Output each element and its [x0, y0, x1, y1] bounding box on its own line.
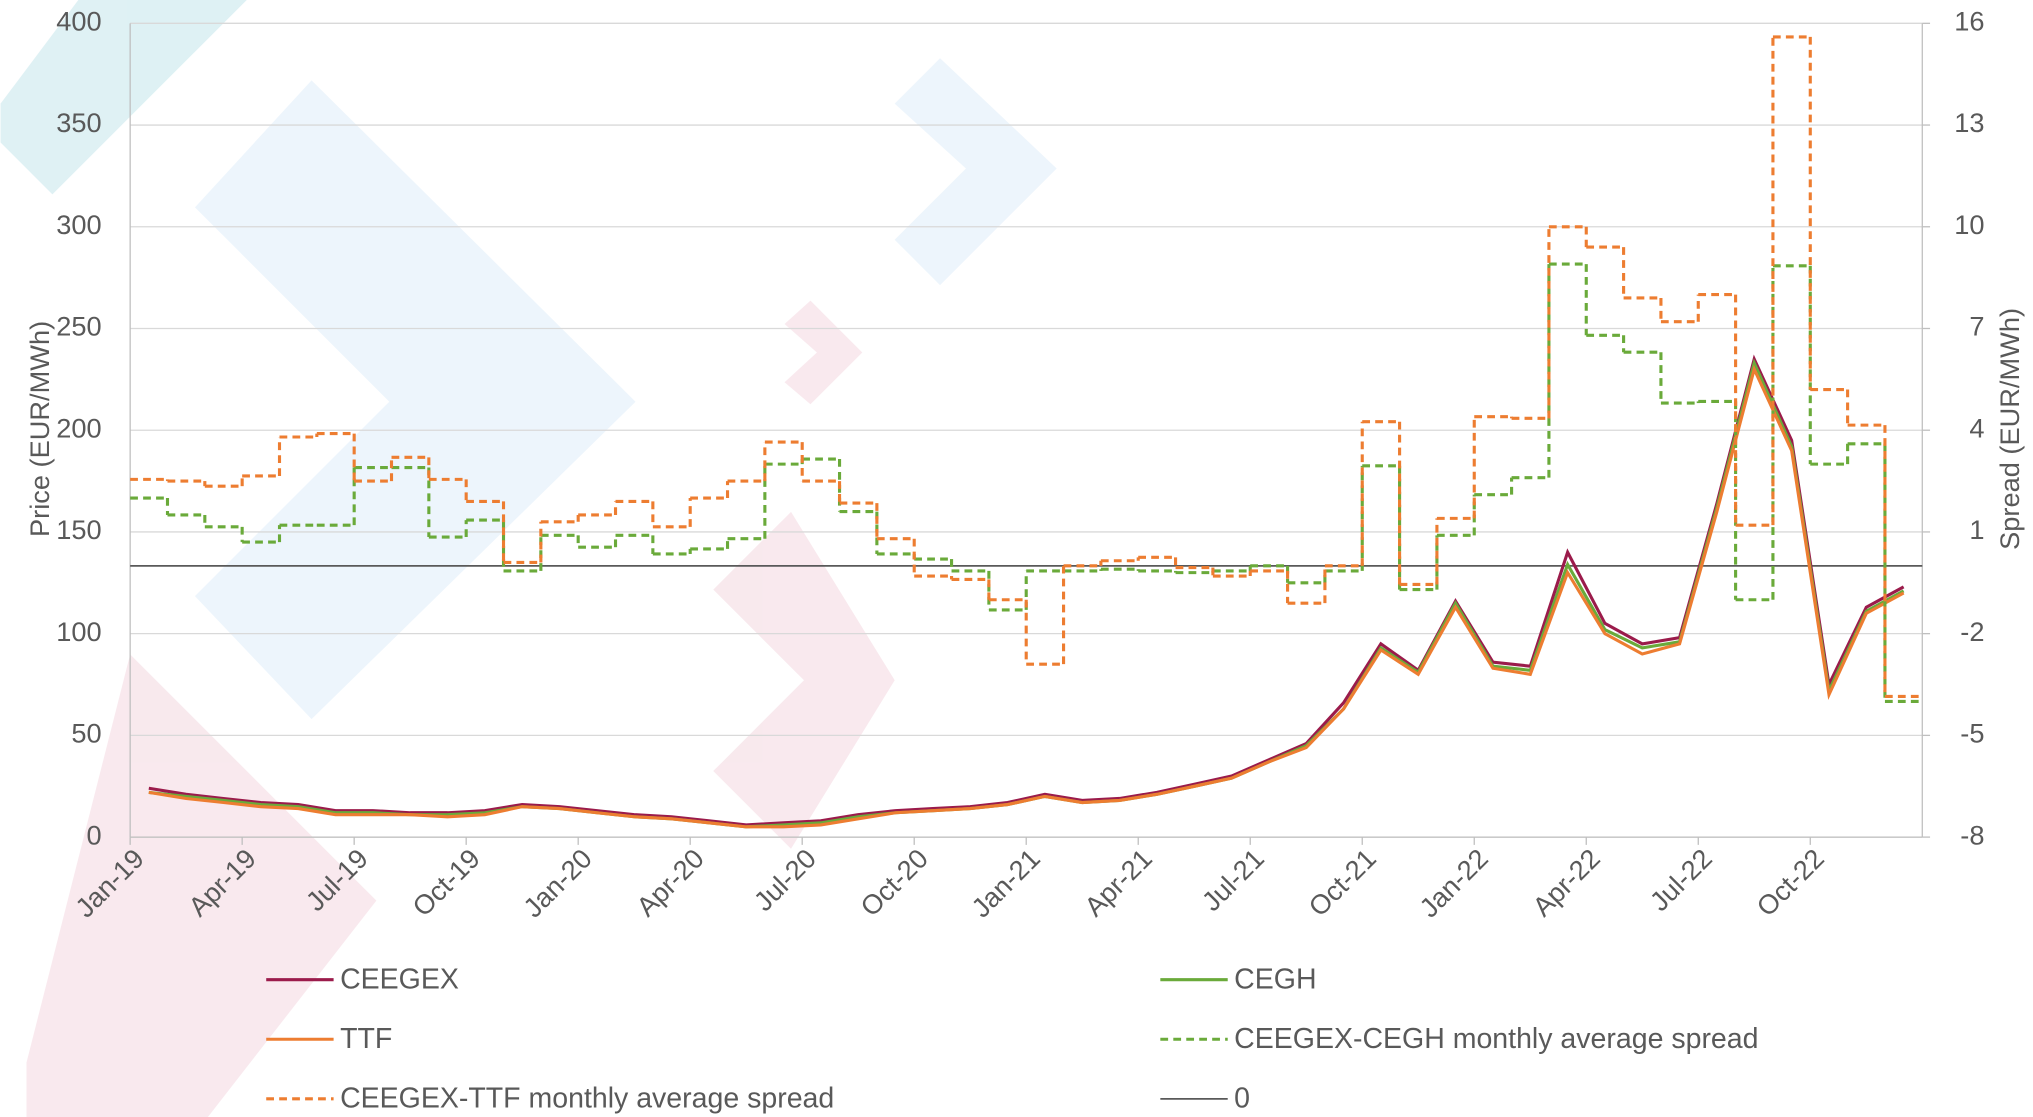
background-decoration [1, 0, 1057, 1117]
x-tick-label: Apr-22 [1526, 843, 1606, 923]
x-tick-label: Jan-21 [965, 843, 1046, 924]
chart: Price (EUR/MWh) Spread (EUR/MWh) 0501001… [0, 0, 2033, 1117]
chevron [195, 80, 636, 719]
x-tick-label: Oct-22 [1750, 843, 1830, 923]
y-tick-label: 200 [56, 412, 101, 443]
y-axis-title: Price (EUR/MWh) [24, 321, 55, 537]
x-tick-label: Oct-21 [1302, 843, 1382, 923]
x-tick-label: Oct-19 [406, 843, 486, 923]
x-tick-label: Jul-20 [748, 843, 822, 917]
legend-label: 0 [1234, 1083, 1250, 1115]
y-tick-label: 150 [56, 514, 101, 545]
chevron [1, 0, 247, 194]
y2-tick-label: -5 [1960, 718, 1984, 749]
y-tick-label: 300 [56, 209, 101, 240]
y-tick-label: 0 [87, 819, 102, 850]
y2-tick-label: -8 [1960, 819, 1984, 850]
chevron [895, 58, 1057, 285]
y-tick-label: 250 [56, 311, 101, 342]
x-tick-label: Jul-22 [1644, 843, 1718, 917]
legend-label: CEGH [1234, 963, 1316, 995]
x-tick-label: Oct-20 [854, 843, 934, 923]
chevron [713, 512, 894, 849]
y2-tick-label: 16 [1954, 6, 1984, 37]
legend-label: CEEGEX-TTF monthly average spread [340, 1083, 834, 1115]
legend-label: CEEGEX-CEGH monthly average spread [1234, 1023, 1758, 1055]
legend-label: CEEGEX [340, 963, 459, 995]
y-tick-label: 100 [56, 616, 101, 647]
y-tick-label: 400 [56, 6, 101, 37]
x-tick-label: Apr-20 [630, 843, 710, 923]
legend-label: TTF [340, 1023, 392, 1055]
x-tick-label: Jan-22 [1413, 843, 1494, 924]
x-tick-label: Apr-21 [1078, 843, 1158, 923]
y2-tick-label: 13 [1954, 107, 1984, 138]
chevron [785, 301, 863, 405]
y2-tick-label: 7 [1969, 311, 1984, 342]
y-tick-label: 50 [71, 718, 101, 749]
y2-tick-label: 1 [1969, 514, 1984, 545]
y2-tick-label: 10 [1954, 209, 1984, 240]
y2-tick-label: -2 [1960, 616, 1984, 647]
y-tick-label: 350 [56, 107, 101, 138]
x-tick-label: Jul-21 [1196, 843, 1270, 917]
x-tick-label: Jan-20 [517, 843, 598, 924]
y2-tick-label: 4 [1969, 412, 1984, 443]
y2-axis-title: Spread (EUR/MWh) [1994, 308, 2025, 550]
